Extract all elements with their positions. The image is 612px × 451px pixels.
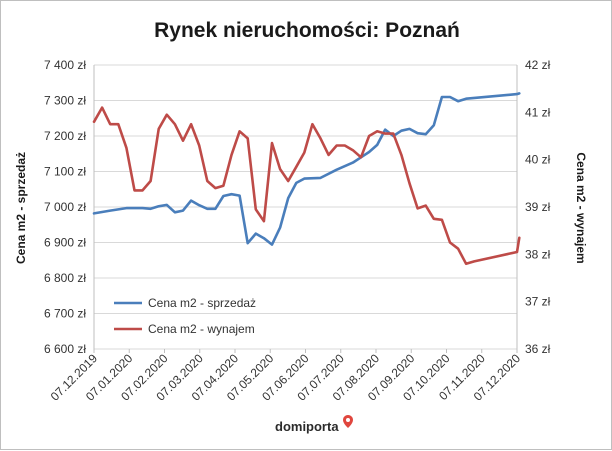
chart-title: Rynek nieruchomości: Poznań [154,19,460,42]
right-tick-label: 40 zł [525,153,551,167]
logo-text: domiporta [275,419,339,434]
left-tick-label: 7 000 zł [44,200,86,214]
series-line-sprzedaz [92,92,521,246]
right-tick-label: 41 zł [525,105,551,119]
right-tick-label: 42 zł [525,58,551,72]
legend: Cena m2 - sprzedaż Cena m2 - wynajem [114,296,256,336]
location-pin-icon [343,415,353,428]
left-tick-label: 7 100 zł [44,165,86,179]
right-axis-label: Cena m2 - wynajem [574,152,588,263]
series-lines [92,92,521,266]
left-tick-label: 6 600 zł [44,342,86,356]
domiporta-logo: domiporta [275,415,353,434]
left-axis-ticks: 6 600 zł 6 700 zł 6 800 zł 6 900 zł 7 000 zł… [44,58,86,356]
right-tick-label: 37 zł [525,295,551,309]
series-line-wynajem [92,106,521,266]
left-axis-label: Cena m2 - sprzedaż [14,152,28,264]
right-tick-label: 36 zł [525,342,551,356]
legend-label-sprzedaz: Cena m2 - sprzedaż [148,296,256,310]
left-tick-label: 6 700 zł [44,307,86,321]
left-tick-label: 7 400 zł [44,58,86,72]
right-axis-ticks: 36 zł 37 zł 38 zł 39 zł 40 zł 41 zł 42 zł [525,58,551,356]
left-tick-label: 6 800 zł [44,271,86,285]
right-tick-label: 38 zł [525,247,551,261]
x-axis-ticks: 07.12.201907.01.202007.02.202007.03.2020… [48,349,523,404]
gridlines [93,64,518,350]
legend-label-wynajem: Cena m2 - wynajem [148,322,255,336]
left-tick-label: 7 200 zł [44,129,86,143]
left-tick-label: 6 900 zł [44,236,86,250]
left-tick-label: 7 300 zł [44,94,86,108]
right-tick-label: 39 zł [525,200,551,214]
